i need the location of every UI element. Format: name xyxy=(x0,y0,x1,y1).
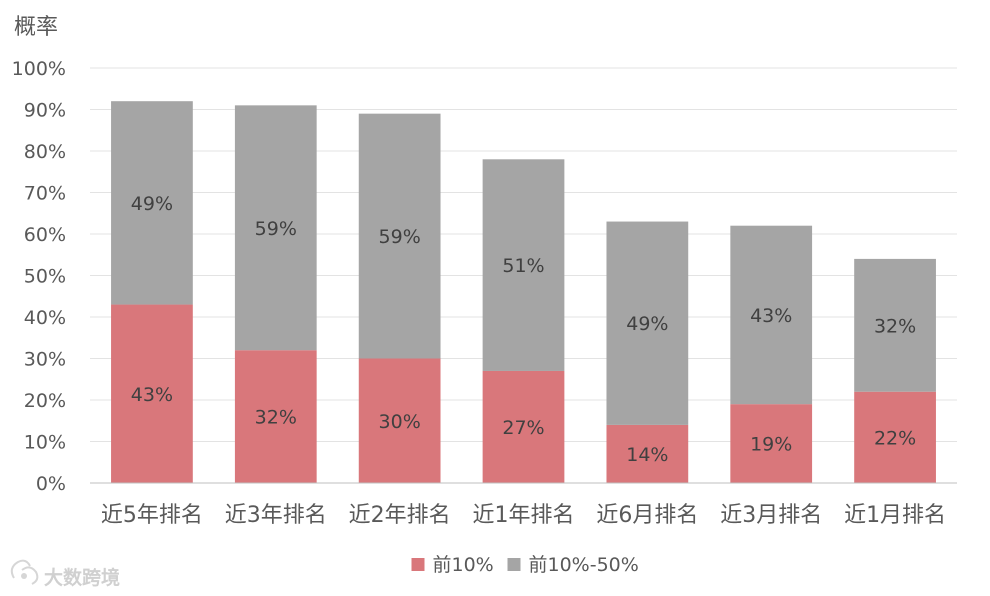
bar-segment xyxy=(482,370,565,483)
legend: 前10% 前10%-50% xyxy=(411,554,639,576)
bar-segment xyxy=(730,404,813,483)
data-label: 49% xyxy=(131,193,173,215)
data-labels: 43% 49% 32% 59% 30% 59% 27% 51% 14% 49% 19% 43% 22% 3… xyxy=(131,193,916,466)
bars xyxy=(111,101,936,483)
data-label: 59% xyxy=(379,226,421,248)
data-label: 32% xyxy=(874,315,916,337)
data-label: 32% xyxy=(255,407,297,429)
bar-segment xyxy=(482,159,565,371)
data-label: 30% xyxy=(379,411,421,433)
y-tick-label: 60% xyxy=(24,224,66,246)
bar-segment xyxy=(234,105,317,351)
data-label: 22% xyxy=(874,427,916,449)
data-label: 27% xyxy=(502,417,544,439)
y-tick-label: 20% xyxy=(24,390,66,412)
y-tick-label: 100% xyxy=(12,58,66,80)
y-tick-label: 80% xyxy=(24,141,66,163)
bar-segment xyxy=(111,304,193,483)
x-axis-categories: 近5年排名 近3年排名 近2年排名 近1年排名 近6月排名 近3月排名 近1月排名 xyxy=(101,503,946,528)
data-label: 59% xyxy=(255,218,297,240)
data-label: 51% xyxy=(502,255,544,277)
bar-segment xyxy=(234,350,317,483)
data-label: 19% xyxy=(750,434,792,456)
bar-segment xyxy=(358,113,441,359)
x-category-label: 近6月排名 xyxy=(596,503,698,528)
x-category-label: 近5年排名 xyxy=(101,503,203,528)
x-category-label: 近2年排名 xyxy=(349,503,451,528)
bar-segment xyxy=(111,101,193,305)
y-axis-ticks: 0% 10% 20% 30% 40% 50% 60% 70% 80% 90% 100% xyxy=(12,58,66,495)
legend-label: 前10%-50% xyxy=(529,554,639,576)
bar-segment xyxy=(730,225,813,405)
y-tick-label: 10% xyxy=(24,432,66,454)
bar-segment xyxy=(854,258,936,392)
y-tick-label: 70% xyxy=(24,183,66,205)
data-label: 14% xyxy=(626,444,668,466)
watermark-logo-icon xyxy=(10,559,39,585)
bar-segment xyxy=(606,221,689,425)
y-axis-title: 概率 xyxy=(14,15,58,40)
y-tick-label: 90% xyxy=(24,100,66,122)
data-label: 49% xyxy=(626,313,668,335)
data-label: 43% xyxy=(750,305,792,327)
x-category-label: 近1年排名 xyxy=(473,503,575,528)
bar-segment xyxy=(358,358,441,483)
legend-swatch xyxy=(411,558,425,571)
data-label: 43% xyxy=(131,384,173,406)
x-category-label: 近3月排名 xyxy=(720,503,822,528)
legend-item: 前10% xyxy=(411,554,494,576)
bar-segment xyxy=(606,424,689,483)
legend-item: 前10%-50% xyxy=(507,554,639,576)
watermark: 大数跨境 xyxy=(10,559,120,589)
x-category-label: 近3年排名 xyxy=(225,503,327,528)
y-tick-label: 0% xyxy=(36,473,66,495)
bar-segment xyxy=(854,391,936,483)
legend-label: 前10% xyxy=(433,554,494,576)
y-tick-label: 30% xyxy=(24,349,66,371)
x-category-label: 近1月排名 xyxy=(844,503,946,528)
y-tick-label: 50% xyxy=(24,266,66,288)
y-tick-label: 40% xyxy=(24,307,66,329)
legend-swatch xyxy=(507,558,521,571)
watermark-text: 大数跨境 xyxy=(44,566,120,589)
